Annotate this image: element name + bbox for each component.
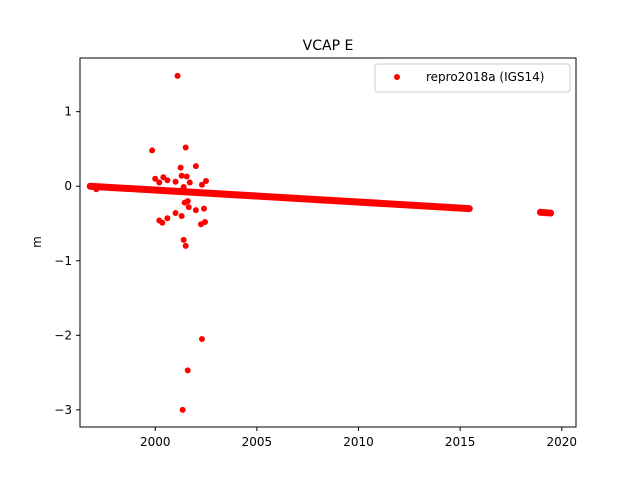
data-point <box>182 242 189 249</box>
y-tick-label: 1 <box>64 105 72 119</box>
data-point <box>189 189 196 196</box>
data-point <box>198 181 205 188</box>
data-point <box>184 367 191 374</box>
data-point <box>164 177 171 184</box>
y-tick-label: −3 <box>54 403 72 417</box>
data-layer <box>86 72 555 413</box>
data-point <box>164 215 171 222</box>
data-point <box>182 144 189 151</box>
data-point <box>203 178 210 184</box>
data-point <box>149 147 156 154</box>
data-point <box>186 179 193 186</box>
series-trend-segment <box>86 182 473 213</box>
data-point <box>159 219 166 226</box>
data-point <box>177 164 184 171</box>
data-point <box>183 173 190 180</box>
chart-title: VCAP E <box>303 38 354 54</box>
legend-box <box>374 63 571 93</box>
y-axis-ticks: 1 0 −1 −2 −3 <box>54 105 80 417</box>
x-axis-ticks: 2000 2005 2010 2015 2020 <box>140 427 577 449</box>
data-point <box>197 221 204 228</box>
data-point <box>181 199 188 206</box>
data-point <box>180 236 187 243</box>
legend-label: repro2018a (IGS14) <box>426 70 544 84</box>
data-point <box>198 336 205 343</box>
legend-marker <box>394 74 400 80</box>
legend: repro2018a (IGS14) <box>374 63 571 93</box>
x-tick-label: 2005 <box>242 435 273 449</box>
data-point <box>172 178 179 185</box>
plot-frame <box>79 57 577 428</box>
x-tick-label: 2015 <box>445 435 476 449</box>
x-tick-label: 2010 <box>343 435 374 449</box>
data-point <box>156 179 163 186</box>
y-tick-label: −1 <box>54 254 72 268</box>
data-point <box>179 406 186 413</box>
x-tick-label: 2020 <box>546 435 577 449</box>
y-axis-label: m <box>30 236 44 248</box>
data-point <box>185 204 192 211</box>
y-tick-label: −2 <box>54 328 72 342</box>
data-point <box>93 186 100 193</box>
series-trend-segment <box>536 208 555 217</box>
data-point <box>178 172 185 179</box>
data-point <box>174 72 181 79</box>
data-point <box>201 205 207 212</box>
data-point <box>178 213 185 220</box>
data-point <box>192 163 199 170</box>
data-point <box>172 210 179 217</box>
data-point <box>180 183 187 190</box>
x-tick-label: 2000 <box>140 435 171 449</box>
data-point <box>152 175 159 182</box>
data-point <box>192 207 199 214</box>
y-tick-label: 0 <box>64 179 72 193</box>
data-point <box>176 187 183 194</box>
